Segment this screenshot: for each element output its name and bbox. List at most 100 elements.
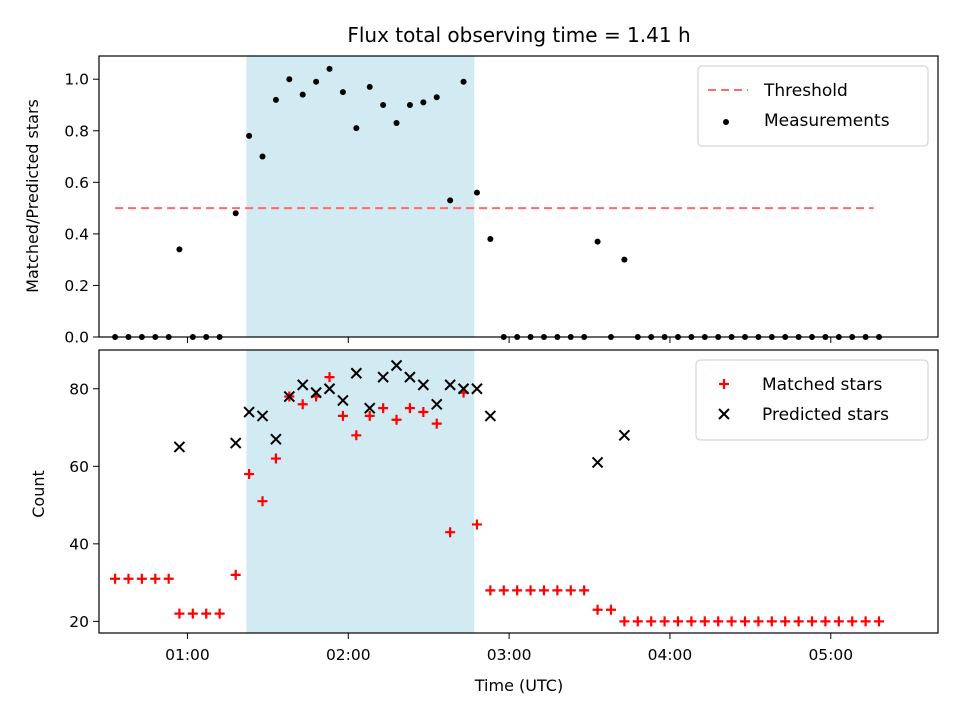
legend-label: Matched stars [762, 375, 882, 395]
y-tick-label: 1.0 [64, 71, 89, 89]
top-shaded-region [246, 56, 475, 337]
matched-star-point [847, 616, 858, 627]
axes-frame [98, 349, 939, 634]
matched-star-point [391, 414, 402, 425]
predicted-star-point [457, 383, 470, 395]
measurement-point [286, 76, 293, 83]
matched-star-point [565, 585, 576, 596]
measurements-series [112, 65, 883, 340]
predicted-star-point [243, 406, 255, 418]
matched-star-point [605, 604, 616, 615]
measurement-point [246, 132, 253, 139]
matched-star-point [699, 616, 710, 627]
matched-star-point [538, 585, 549, 596]
predicted-star-point [404, 371, 416, 383]
measurement-point [232, 210, 239, 217]
legend-matched-swatch [719, 379, 729, 389]
legend-predicted-swatch [718, 408, 730, 420]
measurement-point [339, 89, 346, 96]
axes-frame [98, 55, 939, 338]
matched-star-point [766, 616, 777, 627]
x-tick-label: 04:00 [648, 646, 693, 664]
measurement-point [380, 101, 387, 108]
legend-box [697, 65, 929, 147]
matched-star-point [512, 585, 523, 596]
matched-star-point [833, 616, 844, 627]
matched-star-point [780, 616, 791, 627]
matched-star-point [123, 573, 134, 584]
matched-star-point [257, 496, 268, 507]
x-axis-label: Time (UTC) [474, 676, 563, 695]
predicted-star-point [337, 394, 349, 407]
matched-star-point [646, 616, 657, 627]
matched-star-point [230, 569, 241, 580]
measurement-point [487, 236, 494, 243]
shaded-region [246, 350, 475, 633]
y-tick-label: 0.6 [64, 174, 89, 192]
count-series [110, 359, 885, 627]
matched-star-point [136, 573, 147, 584]
measurement-point [299, 91, 306, 98]
predicted-star-point [229, 437, 242, 449]
matched-star-point [686, 616, 697, 627]
measurement-point [460, 78, 467, 85]
bottom-shaded-region [246, 350, 475, 633]
measurement-point [259, 153, 266, 160]
top-axes: 0.0 0.2 0.4 0.6 0.8 1.0 [64, 55, 939, 347]
predicted-star-point [377, 371, 389, 383]
matched-star-point [793, 616, 804, 627]
predicted-star-point [364, 402, 376, 414]
matched-star-point [485, 585, 496, 596]
matched-star-point [860, 616, 871, 627]
matched-star-point [471, 519, 482, 530]
matched-star-point [659, 616, 670, 627]
matched-star-point [753, 616, 764, 627]
y-tick-label: 0.8 [64, 122, 89, 140]
bottom-axes: 20 40 60 80 01:00 02:00 03:00 04:00 05:00 [69, 349, 939, 664]
predicted-star-point [471, 383, 483, 395]
measurement-point [326, 65, 333, 72]
x-tick-label: 02:00 [326, 646, 371, 664]
y-tick-label: 80 [69, 380, 89, 398]
measurement-point [353, 125, 360, 132]
measurement-point [473, 189, 480, 196]
matched-star-point [244, 469, 255, 480]
legend-label: Predicted stars [762, 405, 889, 425]
legend-measurement-swatch [723, 119, 729, 125]
measurement-point [594, 238, 601, 245]
predicted-star-point [173, 441, 186, 453]
matched-star-point [619, 616, 630, 627]
figure-title: Flux total observing time = 1.41 h [347, 23, 690, 47]
matched-star-point [163, 573, 174, 584]
measurement-point [176, 246, 183, 253]
matched-star-point [110, 573, 121, 584]
y-tick-label: 0.4 [64, 225, 89, 243]
top-legend: Threshold Measurements [697, 65, 929, 147]
predicted-star-point [618, 429, 631, 441]
matched-star-point [418, 407, 429, 418]
matched-star-point [378, 403, 389, 414]
x-tick-label: 01:00 [165, 646, 210, 664]
predicted-star-point [350, 367, 363, 379]
bottom-legend: Matched stars Predicted stars [695, 359, 929, 441]
predicted-star-point [484, 410, 497, 422]
matched-star-point [214, 608, 225, 619]
measurement-point [366, 83, 373, 90]
matched-star-point [150, 573, 161, 584]
predicted-star-point [323, 383, 336, 395]
predicted-star-point [417, 379, 430, 391]
matched-star-point [364, 410, 375, 421]
matched-star-point [592, 604, 603, 615]
predicted-star-point [310, 386, 322, 399]
predicted-star-point [283, 390, 296, 403]
bottom-y-axis-label: Count [29, 470, 48, 518]
legend-label: Measurements [764, 111, 890, 131]
measurement-point [272, 96, 279, 103]
measurement-point [313, 78, 320, 85]
predicted-star-point [591, 456, 604, 469]
matched-star-point [874, 616, 885, 627]
legend-box [695, 359, 929, 441]
matched-star-point [324, 372, 335, 383]
